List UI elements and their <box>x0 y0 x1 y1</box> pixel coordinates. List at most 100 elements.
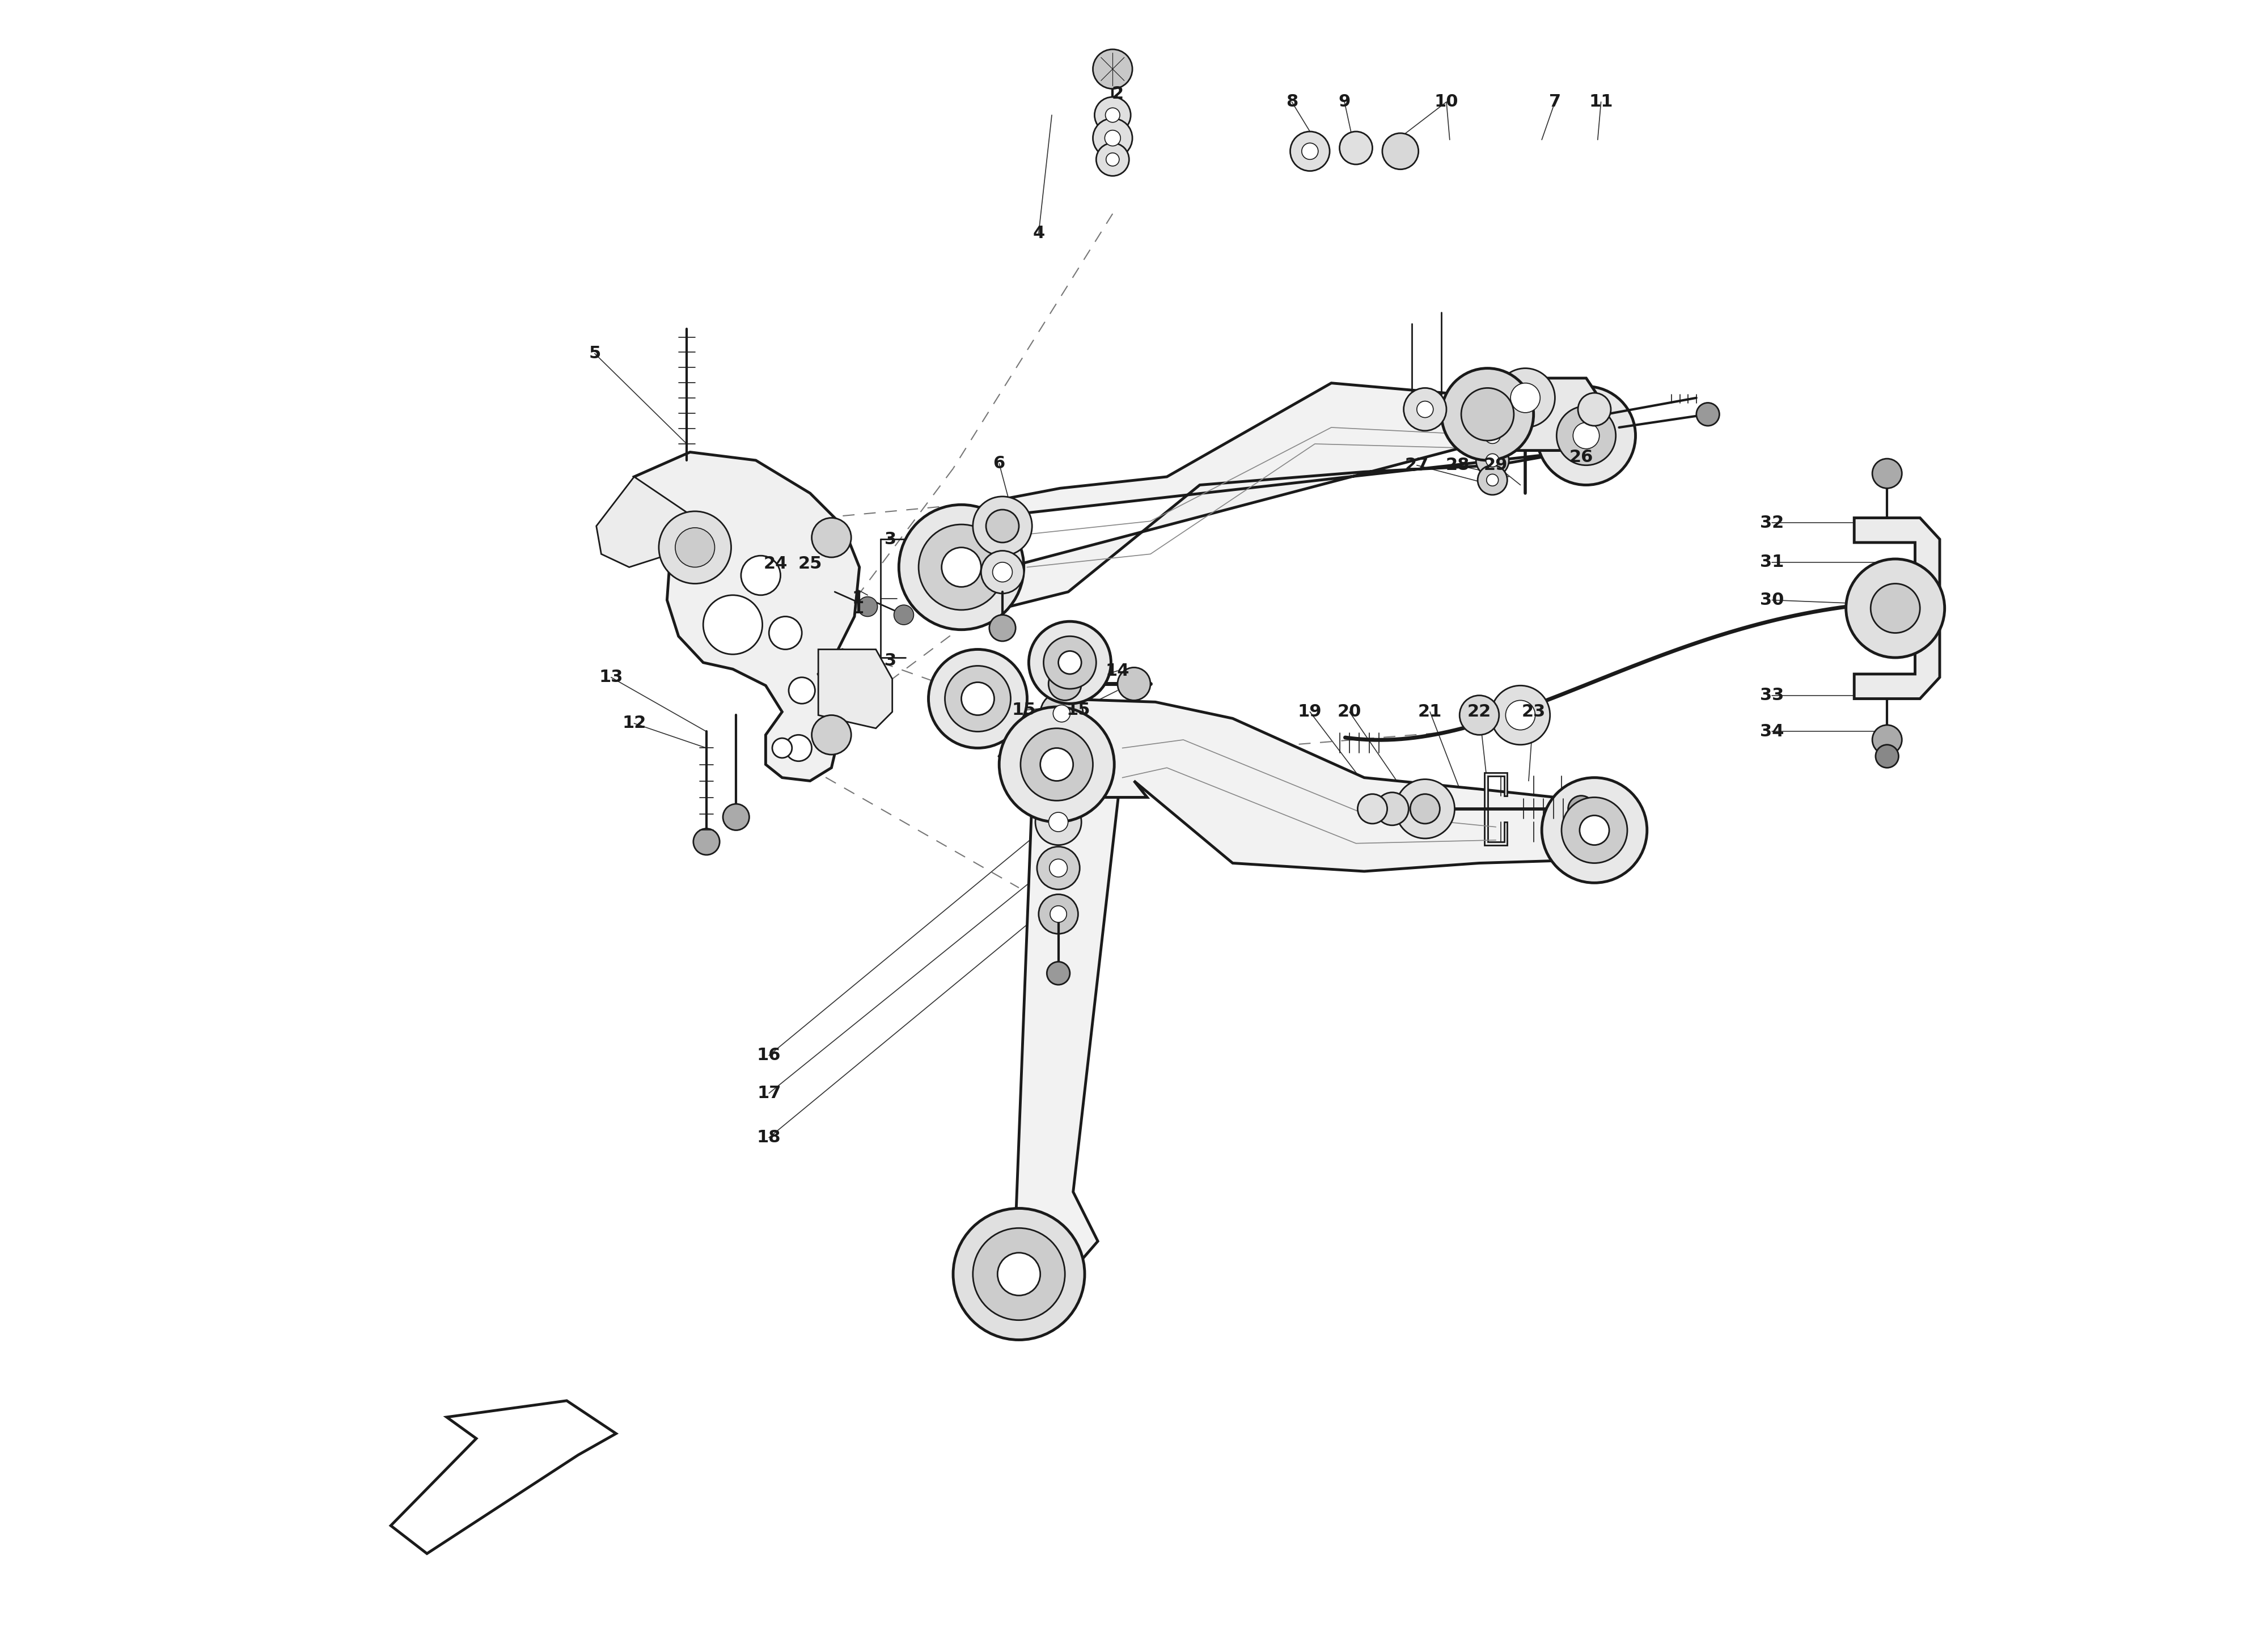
Text: 28: 28 <box>1447 457 1470 473</box>
Circle shape <box>1461 695 1499 735</box>
Circle shape <box>1486 473 1499 487</box>
Circle shape <box>1497 368 1556 427</box>
Circle shape <box>1036 847 1080 889</box>
Circle shape <box>1048 667 1082 700</box>
Circle shape <box>1359 794 1388 824</box>
Circle shape <box>769 616 803 649</box>
Circle shape <box>1377 792 1408 825</box>
Circle shape <box>919 524 1005 610</box>
Circle shape <box>1696 403 1719 426</box>
Circle shape <box>1538 386 1635 485</box>
Circle shape <box>898 505 1023 630</box>
Circle shape <box>1873 725 1903 755</box>
Circle shape <box>789 677 814 704</box>
Text: 34: 34 <box>1760 723 1785 740</box>
Circle shape <box>694 829 719 855</box>
Circle shape <box>1093 118 1132 158</box>
Polygon shape <box>819 649 891 728</box>
Circle shape <box>1105 109 1120 122</box>
Text: 16: 16 <box>758 1047 780 1064</box>
Circle shape <box>1542 778 1647 883</box>
Circle shape <box>982 551 1023 593</box>
Text: 12: 12 <box>621 715 646 732</box>
Circle shape <box>1041 692 1084 735</box>
Circle shape <box>1093 49 1132 89</box>
Circle shape <box>1417 401 1433 418</box>
Circle shape <box>894 605 914 625</box>
Text: 1: 1 <box>853 600 864 616</box>
Text: 25: 25 <box>798 556 821 572</box>
Circle shape <box>1052 705 1070 722</box>
Circle shape <box>1290 132 1329 171</box>
Circle shape <box>1873 459 1903 488</box>
Circle shape <box>1059 651 1082 674</box>
Circle shape <box>1095 97 1132 133</box>
Text: 3: 3 <box>885 531 896 547</box>
Circle shape <box>1021 728 1093 801</box>
Circle shape <box>946 666 1012 732</box>
Circle shape <box>1479 465 1508 495</box>
Text: 4: 4 <box>1032 225 1046 242</box>
Polygon shape <box>1000 702 1132 1274</box>
Text: 6: 6 <box>993 455 1005 472</box>
Polygon shape <box>1057 699 1597 871</box>
Circle shape <box>941 547 982 587</box>
Circle shape <box>1506 700 1535 730</box>
Circle shape <box>1486 427 1501 444</box>
Circle shape <box>1846 559 1944 658</box>
Text: 29: 29 <box>1483 457 1508 473</box>
Text: 9: 9 <box>1338 94 1349 110</box>
Text: 11: 11 <box>1590 94 1613 110</box>
Circle shape <box>953 1208 1084 1340</box>
Circle shape <box>1490 686 1549 745</box>
Circle shape <box>1041 748 1073 781</box>
Circle shape <box>1107 153 1118 166</box>
Circle shape <box>1055 741 1070 758</box>
Text: 21: 21 <box>1417 704 1442 720</box>
Circle shape <box>1302 143 1318 159</box>
Circle shape <box>989 615 1016 641</box>
Circle shape <box>962 682 993 715</box>
Text: 22: 22 <box>1467 704 1492 720</box>
Text: 19: 19 <box>1297 704 1322 720</box>
Polygon shape <box>1483 773 1508 845</box>
Text: 24: 24 <box>764 556 787 572</box>
Polygon shape <box>635 452 860 781</box>
Circle shape <box>703 595 762 654</box>
Circle shape <box>1574 423 1599 449</box>
Circle shape <box>998 1253 1041 1295</box>
Circle shape <box>1043 636 1095 689</box>
Circle shape <box>1556 406 1615 465</box>
Circle shape <box>1567 796 1594 822</box>
Text: 8: 8 <box>1286 94 1297 110</box>
Text: 5: 5 <box>590 345 601 362</box>
Text: 15: 15 <box>1066 702 1091 718</box>
Text: 13: 13 <box>599 669 624 686</box>
Circle shape <box>1476 444 1508 477</box>
Circle shape <box>1041 730 1082 769</box>
Circle shape <box>857 597 878 616</box>
Text: 23: 23 <box>1522 704 1545 720</box>
Circle shape <box>1510 383 1540 413</box>
Text: 33: 33 <box>1760 687 1785 704</box>
Polygon shape <box>953 383 1569 608</box>
Circle shape <box>1411 794 1440 824</box>
Circle shape <box>1579 393 1610 426</box>
Text: 31: 31 <box>1760 554 1785 570</box>
Circle shape <box>973 1228 1066 1320</box>
Text: 30: 30 <box>1760 592 1785 608</box>
Circle shape <box>1340 132 1372 164</box>
Circle shape <box>1381 133 1417 169</box>
Circle shape <box>1048 812 1068 832</box>
Circle shape <box>1876 745 1898 768</box>
Text: 26: 26 <box>1569 449 1592 465</box>
Circle shape <box>987 510 1018 543</box>
Circle shape <box>1105 130 1120 146</box>
Circle shape <box>1118 667 1150 700</box>
Circle shape <box>1034 799 1082 845</box>
Circle shape <box>993 562 1012 582</box>
Circle shape <box>676 528 714 567</box>
Circle shape <box>1000 707 1114 822</box>
Text: 2: 2 <box>1111 85 1123 102</box>
Text: 20: 20 <box>1338 704 1361 720</box>
